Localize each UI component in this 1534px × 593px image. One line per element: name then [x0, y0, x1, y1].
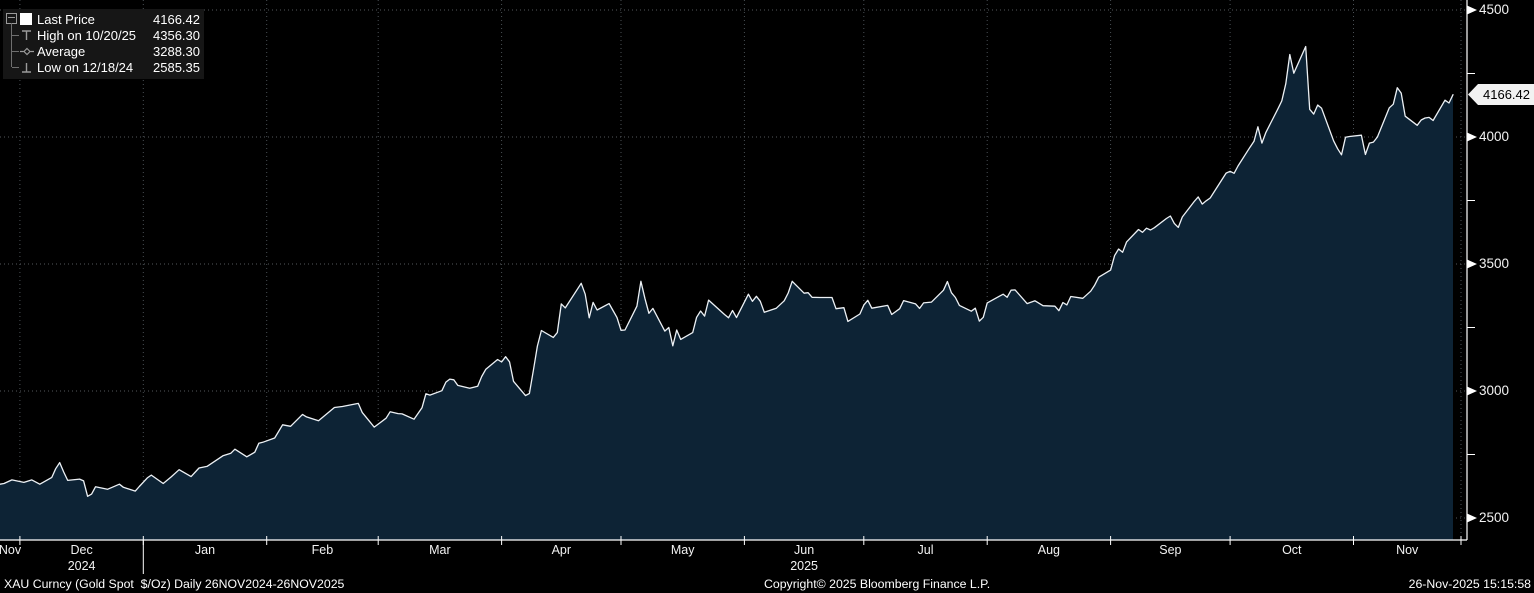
- legend-row-low[interactable]: Low on 12/18/24 2585.35: [20, 59, 200, 75]
- x-axis-year-label: 2025: [790, 559, 818, 573]
- legend-tree-stub: [12, 51, 19, 52]
- legend-value: 2585.35: [153, 59, 200, 75]
- y-axis-label: 3500: [1479, 256, 1510, 271]
- price-area-fill: [0, 46, 1453, 540]
- x-axis-month-label: Jan: [194, 543, 216, 557]
- average-diamond-icon: [20, 45, 37, 58]
- x-axis-month-label: Dec: [70, 543, 93, 557]
- y-axis-label: 4500: [1479, 2, 1510, 17]
- y-axis-label: 4000: [1479, 129, 1510, 144]
- legend-row-last-price[interactable]: Last Price 4166.42: [20, 11, 200, 27]
- legend-tree-line: [11, 23, 12, 67]
- last-price-swatch-icon: [20, 13, 37, 25]
- tick-arrow-icon: [1467, 513, 1477, 523]
- x-axis-month-label: May: [670, 543, 695, 557]
- x-axis-month-label: Nov: [1396, 543, 1419, 557]
- legend-label: Last Price: [37, 11, 95, 27]
- y-axis-label: 3000: [1479, 383, 1510, 398]
- x-axis-month-label: Feb: [311, 543, 334, 557]
- legend-label: Average: [37, 43, 86, 59]
- x-axis-year-label: 2024: [67, 559, 96, 573]
- legend-tree-stub: [12, 35, 19, 36]
- copyright-text: Copyright© 2025 Bloomberg Finance L.P.: [764, 577, 991, 591]
- tick-arrow-icon: [1467, 386, 1477, 396]
- legend-label: High on 10/20/25: [37, 27, 137, 43]
- x-axis-month-label: Apr: [551, 543, 572, 557]
- legend-row-high[interactable]: High on 10/20/25 4356.30: [20, 27, 200, 43]
- chart-plot-area[interactable]: [0, 0, 1477, 574]
- x-axis-month-label: Oct: [1282, 543, 1302, 557]
- chart-description: XAU Curncy (Gold Spot $/Oz) Daily 26NOV2…: [4, 577, 345, 591]
- legend-value: 3288.30: [153, 43, 200, 59]
- x-axis-month-label: Sep: [1159, 543, 1182, 557]
- legend-row-average[interactable]: Average 3288.30: [20, 43, 200, 59]
- legend-tree-stub: [12, 67, 19, 68]
- x-axis-month-label: Aug: [1037, 543, 1061, 557]
- price-line: [0, 45, 1454, 497]
- legend-value: 4166.42: [153, 11, 200, 27]
- y-axis-label: 2500: [1479, 510, 1510, 525]
- x-axis-month-label: Mar: [429, 543, 451, 557]
- tick-arrow-icon: [1467, 259, 1477, 269]
- x-axis-month-label: Nov: [0, 543, 22, 557]
- timestamp: 26-Nov-2025 15:15:58: [1408, 577, 1531, 591]
- last-price-tag: 4166.42: [1468, 84, 1534, 105]
- x-axis-month-label: Jul: [917, 543, 934, 557]
- tick-arrow-icon: [1467, 5, 1477, 15]
- low-whisker-icon: [20, 61, 37, 74]
- x-axis-month-label: Jun: [794, 543, 815, 557]
- legend-box: Last Price 4166.42 High on 10/20/25 4356…: [3, 9, 204, 79]
- high-whisker-icon: [20, 29, 37, 42]
- tick-arrow-icon: [1467, 132, 1477, 142]
- legend-value: 4356.30: [153, 27, 200, 43]
- legend-label: Low on 12/18/24: [37, 59, 134, 75]
